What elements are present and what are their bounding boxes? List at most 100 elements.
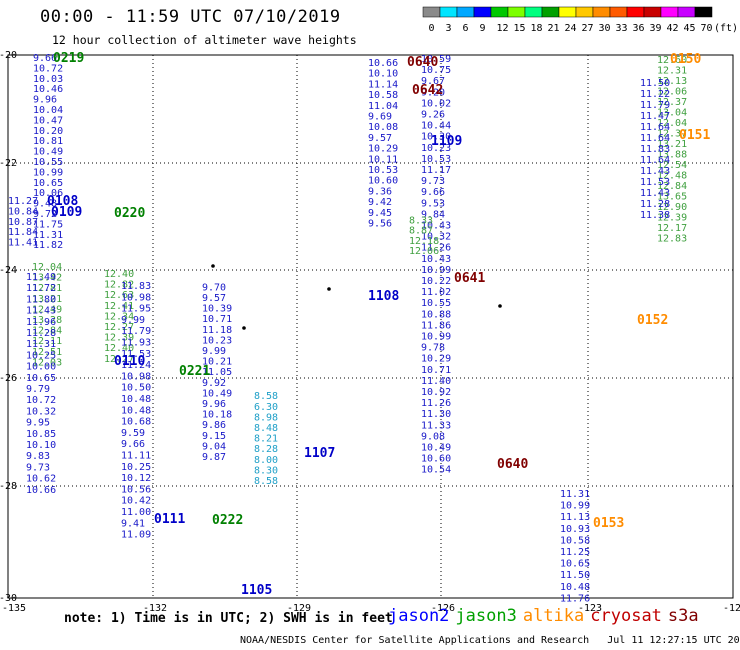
lon-tick-label: -132 xyxy=(143,603,167,614)
wave-height-obs: 11.75 xyxy=(33,219,63,230)
wave-height-obs: 11.64 xyxy=(640,133,670,144)
scale-label: (ft) xyxy=(714,23,738,34)
wave-height-obs: 12.51 xyxy=(32,347,62,358)
lon-tick-label: -120 xyxy=(723,603,740,614)
wave-height-obs: 10.88 xyxy=(421,309,451,320)
wave-height-obs: 9.48 xyxy=(33,199,57,210)
scale-label: 30 xyxy=(599,23,611,34)
wave-height-obs: 11.00 xyxy=(121,507,151,518)
wave-height-obs: 9.20 xyxy=(421,87,445,98)
wave-height-obs: 9.59 xyxy=(121,428,145,439)
wave-height-obs: 10.47 xyxy=(33,115,63,126)
wave-height-obs: 9.96 xyxy=(202,399,226,410)
wave-height-obs: 11.53 xyxy=(640,177,670,188)
wave-height-obs: 10.50 xyxy=(121,383,151,394)
wave-height-obs: 13.04 xyxy=(657,108,687,119)
wave-height-obs: 11.28 xyxy=(26,328,56,339)
wave-height-obs: 12.39 xyxy=(104,333,134,344)
wave-height-obs: 10.92 xyxy=(421,387,451,398)
wave-height-obs: 10.98 xyxy=(121,371,151,382)
wave-height-obs: 9.36 xyxy=(368,186,392,197)
wave-height-obs: 11.25 xyxy=(560,547,590,558)
wave-height-obs: 9.26 xyxy=(421,110,445,121)
wave-height-obs: 6.30 xyxy=(254,402,278,413)
wave-height-obs: 10.03 xyxy=(33,74,63,85)
wave-height-obs: 9.73 xyxy=(421,176,445,187)
wave-height-obs: 9.57 xyxy=(202,293,226,304)
lat-tick-label: -26 xyxy=(0,373,17,384)
lon-tick-label: -123 xyxy=(578,603,602,614)
wave-height-obs: 11.11 xyxy=(121,451,151,462)
lat-tick-label: -20 xyxy=(0,50,17,61)
wave-height-obs: 9.67 xyxy=(421,76,445,87)
wave-height-obs: 10.84 xyxy=(8,206,38,217)
wave-height-obs: 12.48 xyxy=(657,171,687,182)
wave-height-obs: 10.60 xyxy=(421,454,451,465)
wave-height-obs: 10.53 xyxy=(368,165,398,176)
wave-height-obs: 10.55 xyxy=(421,298,451,309)
wave-height-obs: 10.58 xyxy=(368,90,398,101)
wave-height-obs: 11.04 xyxy=(368,101,398,112)
wave-height-obs: 9.66 xyxy=(121,439,145,450)
pass-time-label: 0640 xyxy=(407,55,438,70)
wave-height-obs: 11.95 xyxy=(121,304,151,315)
wave-height-obs: 9.99 xyxy=(121,315,145,326)
wave-height-obs: 11.64 xyxy=(640,122,670,133)
wave-height-obs: 11.30 xyxy=(421,409,451,420)
wave-height-obs: 10.23 xyxy=(421,143,451,154)
wave-height-obs: 13.28 xyxy=(32,315,62,326)
wave-height-obs: 11.31 xyxy=(26,339,56,350)
scale-label: 24 xyxy=(565,23,577,34)
island-marker xyxy=(327,287,331,291)
wave-height-obs: 10.99 xyxy=(560,501,590,512)
wave-height-obs: 12.60 xyxy=(657,55,687,66)
pass-time-label: 0220 xyxy=(114,206,145,221)
pass-time-label: 0109 xyxy=(51,205,82,220)
wave-height-obs: 10.54 xyxy=(421,465,451,476)
wave-height-obs: 12.40 xyxy=(104,269,134,280)
pass-time-label: 0640 xyxy=(497,457,528,472)
wave-height-obs: 9.66 xyxy=(421,187,445,198)
lon-tick-label: -129 xyxy=(287,603,311,614)
pass-time-label: 0108 xyxy=(47,194,78,209)
wave-height-obs: 11.09 xyxy=(121,530,151,541)
pass-time-label: 0151 xyxy=(679,128,710,143)
pass-time-label: 0642 xyxy=(412,83,443,98)
wave-height-obs: 12.04 xyxy=(32,262,62,273)
wave-height-obs: 10.85 xyxy=(26,429,56,440)
wave-height-obs: 12.82 xyxy=(104,280,134,291)
wave-height-obs: 10.48 xyxy=(121,394,151,405)
wave-height-obs: 12.90 xyxy=(657,202,687,213)
map-title: 00:00 - 11:59 UTC 07/10/2019 xyxy=(40,7,341,27)
wave-height-obs: 10.25 xyxy=(26,350,56,361)
wave-height-obs: 11.31 xyxy=(560,489,590,500)
wave-height-obs: 9.72 xyxy=(33,209,57,220)
wave-height-obs: 9.99 xyxy=(202,346,226,357)
wave-height-obs: 10.75 xyxy=(421,65,451,76)
wave-height-obs: 9.69 xyxy=(368,112,392,123)
wave-height-obs: 10.39 xyxy=(202,304,232,315)
pass-time-label: 0222 xyxy=(212,513,243,528)
wave-height-obs: 9.92 xyxy=(202,378,226,389)
wave-height-obs: 10.10 xyxy=(26,440,56,451)
wave-height-obs: 11.33 xyxy=(421,420,451,431)
wave-height-obs: 11.26 xyxy=(421,243,451,254)
wave-height-obs: 9.78 xyxy=(421,343,445,354)
wave-height-obs: 10.48 xyxy=(560,582,590,593)
wave-height-obs: 10.02 xyxy=(421,98,451,109)
scale-label: 15 xyxy=(514,23,526,34)
wave-height-obs: 11.76 xyxy=(560,593,590,604)
wave-height-obs: 11.26 xyxy=(421,398,451,409)
wave-height-obs: 9.15 xyxy=(202,431,226,442)
wave-height-obs: 10.06 xyxy=(33,188,63,199)
wave-height-obs: 12.37 xyxy=(657,129,687,140)
scale-label: 45 xyxy=(684,23,696,34)
wave-height-obs: 10.20 xyxy=(33,126,63,137)
wave-height-obs: 12.41 xyxy=(104,301,134,312)
wave-height-obs: 8.00 xyxy=(254,455,278,466)
wave-height-obs: 10.60 xyxy=(368,176,398,187)
wave-height-obs: 11.47 xyxy=(640,111,670,122)
wave-height-obs: 11.84 xyxy=(8,227,38,238)
lat-tick-label: -28 xyxy=(0,481,17,492)
